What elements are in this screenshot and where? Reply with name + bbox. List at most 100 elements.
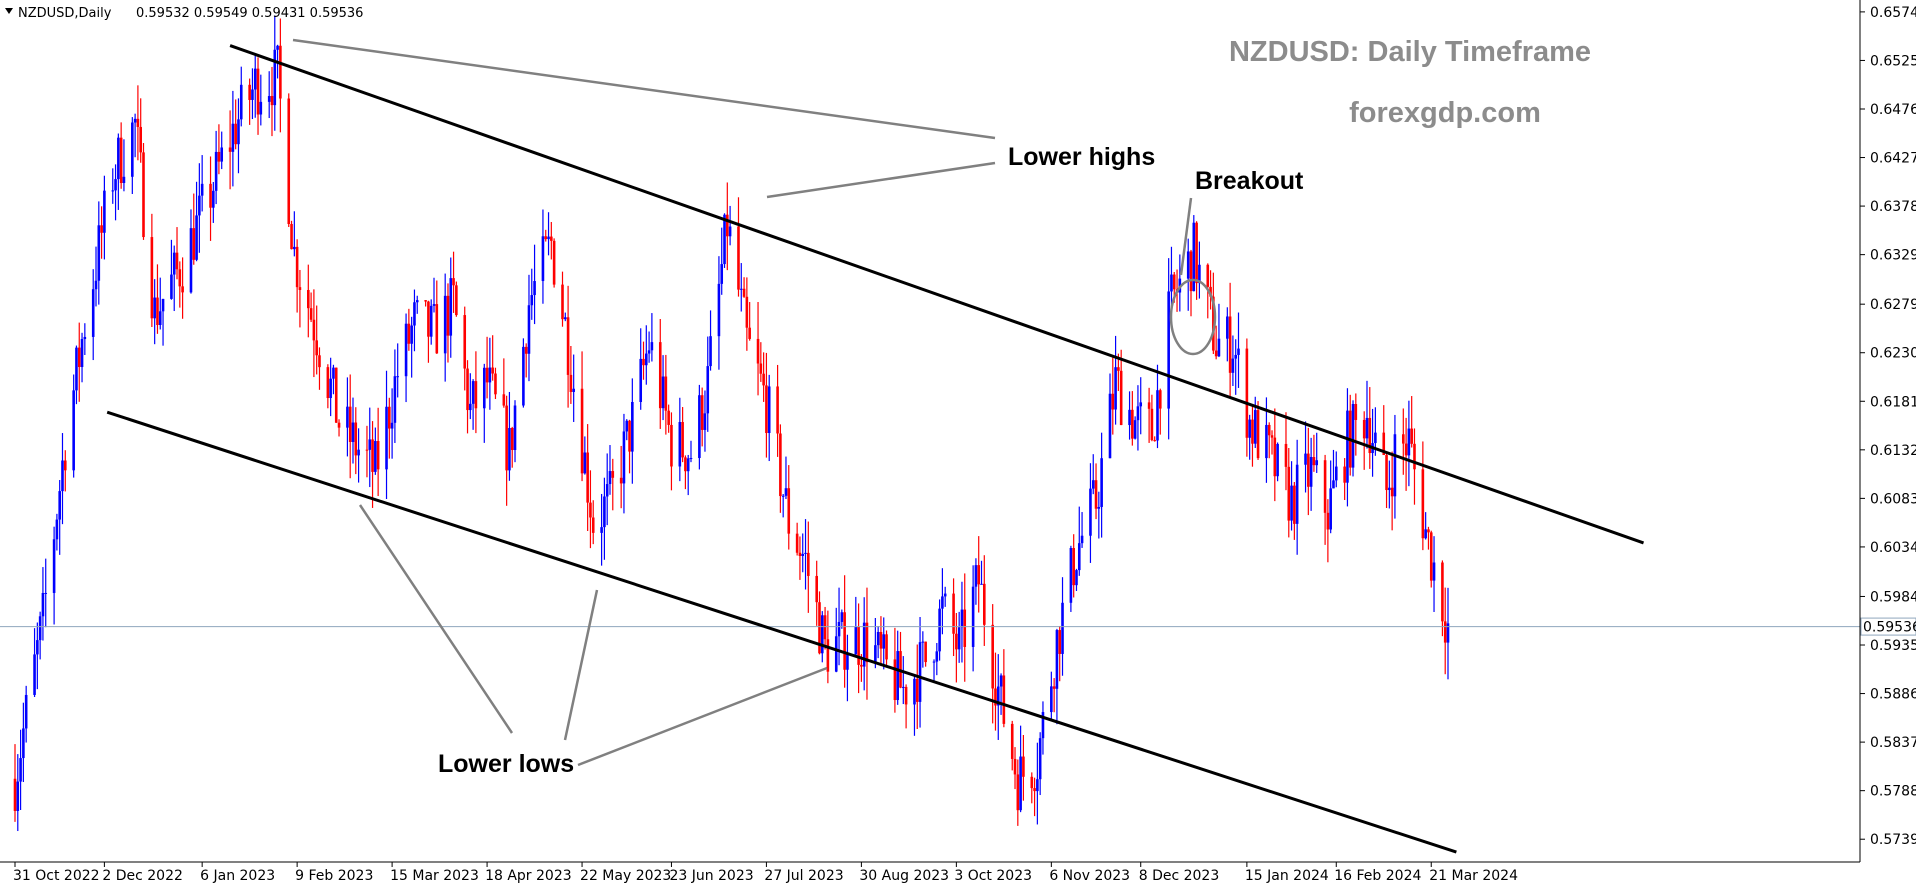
candle — [566, 285, 570, 408]
candle — [161, 298, 165, 346]
candle — [639, 328, 643, 410]
candle — [510, 426, 514, 468]
candle — [214, 130, 218, 205]
trendlines-layer — [106, 44, 1645, 854]
candle — [759, 342, 763, 382]
candle — [1069, 545, 1073, 612]
candle — [494, 367, 497, 400]
lower-high-pointer-2 — [766, 161, 996, 199]
candle — [1186, 238, 1190, 311]
candle — [1091, 454, 1095, 495]
candle — [1365, 380, 1369, 449]
candle — [1214, 325, 1218, 360]
candle — [1332, 449, 1335, 489]
candle — [61, 433, 64, 525]
candle — [1388, 460, 1391, 509]
lower-low-pointer-2 — [563, 589, 599, 741]
candle — [424, 300, 427, 307]
candle — [13, 744, 17, 822]
candle — [1002, 649, 1006, 728]
candle — [415, 295, 419, 314]
candle — [974, 558, 978, 605]
candle — [1424, 512, 1427, 540]
candle — [253, 55, 257, 118]
candle — [569, 345, 573, 404]
candle — [72, 374, 75, 478]
candle — [1334, 451, 1338, 488]
candle — [999, 673, 1003, 715]
candle — [307, 264, 310, 338]
candle — [1287, 447, 1291, 538]
candle — [670, 412, 673, 491]
candle — [756, 302, 760, 396]
candle — [865, 587, 869, 700]
candle — [983, 555, 986, 646]
current-price-label: 0.59536 — [1863, 620, 1916, 636]
candle — [918, 616, 922, 728]
candle — [1290, 461, 1293, 531]
candle — [474, 351, 478, 434]
lower-channel-line[interactable] — [106, 410, 1457, 854]
candle — [1119, 349, 1123, 426]
time-tick-label: 22 May 2023 — [580, 868, 671, 884]
candle — [700, 387, 704, 447]
candle — [77, 322, 81, 402]
candle — [1100, 432, 1103, 538]
candle — [955, 613, 958, 683]
candle — [1443, 587, 1447, 675]
candle — [231, 90, 235, 187]
dropdown-triangle-icon[interactable] — [5, 8, 13, 14]
candle — [44, 558, 48, 628]
candle — [798, 536, 802, 580]
candle — [429, 299, 433, 345]
symbol-label: NZDUSD,Daily — [18, 6, 112, 21]
upper-channel-line[interactable] — [229, 44, 1645, 545]
candle — [1251, 404, 1254, 467]
candle — [717, 256, 721, 370]
chart-subtitle: forexgdp.com — [1349, 97, 1541, 129]
candle — [427, 300, 430, 363]
candle — [1393, 414, 1397, 519]
candle — [259, 74, 263, 126]
candle — [932, 659, 936, 682]
candle — [1013, 747, 1017, 790]
candle — [661, 355, 665, 421]
candle — [139, 98, 143, 163]
candle — [435, 280, 439, 354]
candle — [189, 209, 193, 294]
candle — [589, 470, 592, 549]
candle — [1228, 282, 1232, 397]
candle — [38, 611, 42, 660]
lower-high-pointer-1 — [292, 38, 996, 140]
candle — [533, 244, 536, 325]
candle — [1022, 735, 1025, 801]
lower-lows-label: Lower lows — [438, 750, 574, 778]
candle — [1267, 422, 1271, 459]
annotation-pointers — [292, 38, 1217, 767]
candle — [170, 239, 173, 300]
candle — [745, 277, 749, 351]
candle — [720, 227, 724, 295]
candle — [1131, 391, 1134, 446]
candle — [1189, 249, 1193, 317]
candle — [846, 634, 849, 702]
candle — [739, 263, 743, 312]
candle — [298, 269, 302, 328]
candle — [142, 143, 145, 240]
candle — [807, 521, 810, 613]
candle — [957, 611, 961, 663]
candle — [580, 351, 584, 482]
candle — [1133, 416, 1137, 440]
candle — [267, 71, 271, 119]
candle — [1270, 430, 1274, 455]
candle — [1010, 720, 1014, 771]
candle — [1402, 408, 1405, 475]
candle — [471, 379, 475, 430]
